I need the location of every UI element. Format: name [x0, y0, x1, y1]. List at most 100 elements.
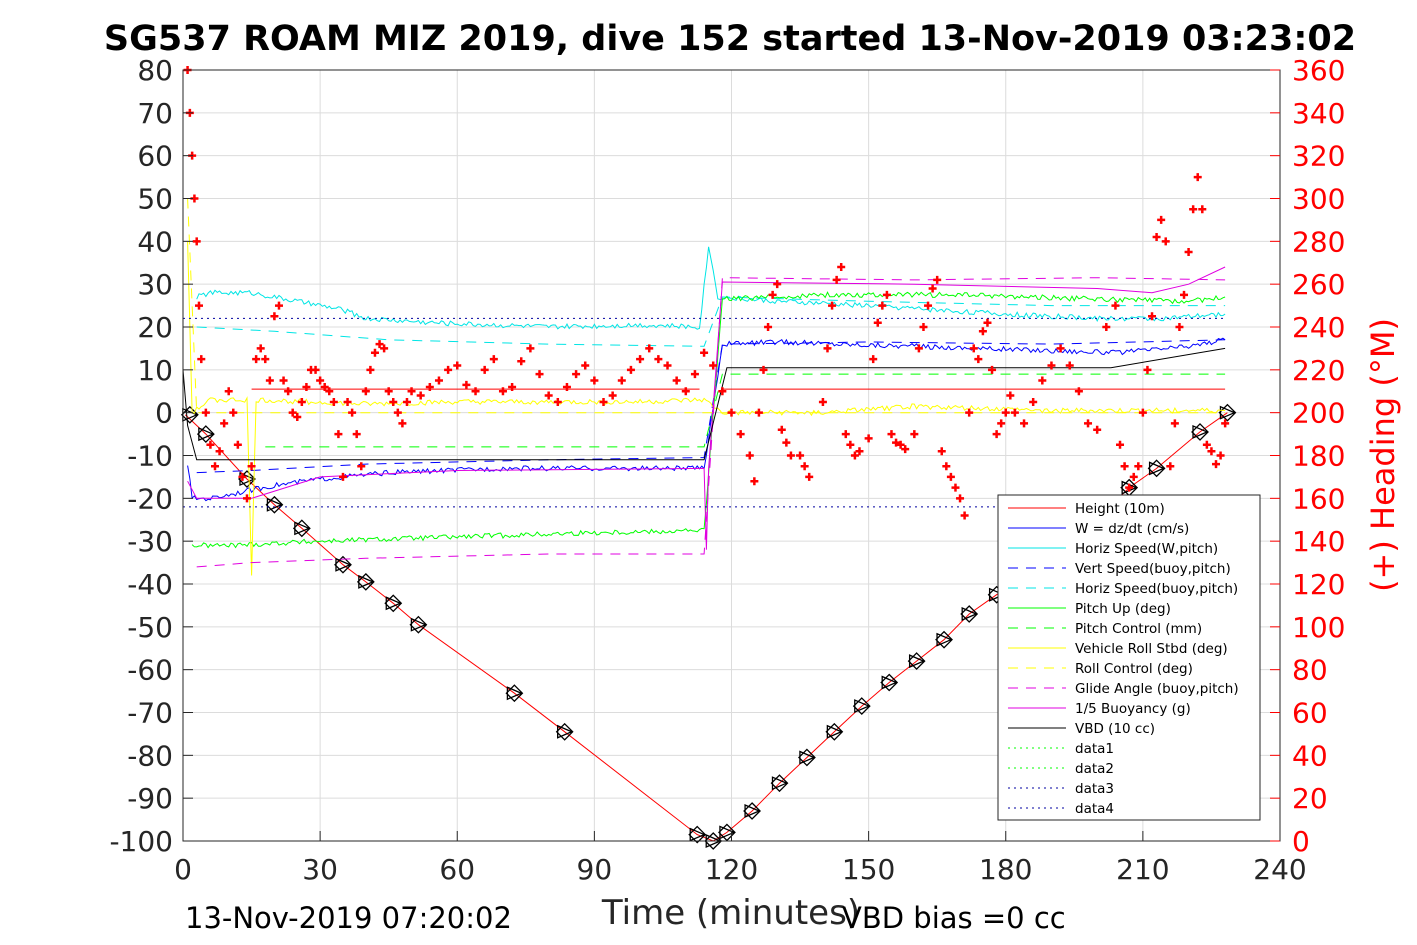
- heading-point: [942, 462, 951, 471]
- heading-point: [841, 430, 850, 439]
- heading-point: [750, 477, 759, 486]
- heading-point: [1193, 173, 1202, 182]
- heading-point: [937, 447, 946, 456]
- heading-point: [745, 451, 754, 460]
- heading-point: [224, 387, 233, 396]
- heading-point: [887, 430, 896, 439]
- heading-point: [946, 472, 955, 481]
- heading-point: [960, 511, 969, 520]
- left-tick-label: 10: [137, 354, 173, 387]
- legend-label: Vehicle Roll Stbd (deg): [1075, 641, 1228, 657]
- height-marker: [797, 748, 816, 767]
- heading-point: [1143, 365, 1152, 374]
- right-tick-label: 260: [1292, 268, 1345, 301]
- heading-point: [562, 382, 571, 391]
- heading-point: [924, 301, 933, 310]
- legend-label: data4: [1075, 801, 1114, 817]
- heading-point: [850, 451, 859, 460]
- legend-label: VBD (10 cc): [1075, 721, 1155, 737]
- heading-point: [279, 376, 288, 385]
- legend-label: Horiz Speed(W,pitch): [1075, 541, 1218, 557]
- height-marker: [960, 605, 979, 623]
- height-marker: [880, 673, 899, 692]
- legend-label: Vert Speed(buoy,pitch): [1075, 561, 1231, 577]
- left-axis: 80 70 60 50 40 30 20 10 0 -10 -20 -30 -40 -50 -60 -70 -8…: [109, 54, 193, 858]
- heading-point: [1074, 387, 1083, 396]
- left-tick-label: 20: [137, 311, 173, 344]
- heading-point: [782, 438, 791, 447]
- heading-point: [965, 408, 974, 417]
- right-tick-label: 160: [1292, 482, 1345, 515]
- legend-label: Roll Control (deg): [1075, 661, 1193, 677]
- heading-point: [348, 408, 357, 417]
- heading-point: [933, 275, 942, 284]
- heading-point: [398, 419, 407, 428]
- heading-point: [384, 387, 393, 396]
- left-tick-label: -50: [127, 611, 173, 644]
- heading-point: [928, 284, 937, 293]
- heading-point: [1102, 323, 1111, 331]
- heading-point: [247, 462, 256, 471]
- heading-point: [1093, 425, 1102, 434]
- heading-point: [590, 376, 599, 385]
- left-tick-label: -80: [127, 739, 173, 772]
- right-tick-label: 220: [1292, 354, 1345, 387]
- heading-point: [444, 365, 453, 374]
- heading-point: [786, 451, 795, 460]
- legend-label: Glide Angle (buoy,pitch): [1075, 681, 1239, 697]
- heading-point: [220, 419, 229, 428]
- heading-point: [1184, 248, 1193, 257]
- right-axis-label: (+) Heading (°M): [1364, 318, 1402, 592]
- heading-point: [654, 355, 663, 364]
- x-tick-label: 150: [842, 853, 895, 886]
- heading-point: [1029, 397, 1038, 406]
- heading-point: [416, 391, 425, 400]
- heading-point: [366, 365, 375, 374]
- legend-label: data1: [1075, 741, 1114, 757]
- heading-point: [215, 447, 224, 456]
- heading-point: [1198, 205, 1207, 214]
- heading-point: [869, 355, 878, 364]
- heading-point: [302, 382, 311, 391]
- right-tick-label: 240: [1292, 311, 1345, 344]
- heading-point: [663, 361, 672, 370]
- heading-point: [535, 370, 544, 379]
- heading-point: [992, 430, 1001, 439]
- heading-point: [210, 462, 219, 471]
- legend-label: data2: [1075, 761, 1114, 777]
- heading-point: [311, 365, 320, 374]
- left-tick-label: 30: [137, 268, 173, 301]
- heading-point: [1116, 440, 1125, 449]
- heading-point: [828, 301, 837, 310]
- left-tick-label: 50: [137, 183, 173, 216]
- left-tick-label: -10: [127, 440, 173, 473]
- heading-point: [329, 397, 338, 406]
- height-marker: [384, 594, 403, 613]
- height-marker: [409, 615, 428, 634]
- series-horiz-speed-buoy-pitch: [196, 296, 1226, 347]
- heading-point: [256, 344, 265, 353]
- heading-point: [1120, 462, 1129, 471]
- right-tick-label: 320: [1292, 140, 1345, 173]
- x-tick-label: 90: [577, 853, 613, 886]
- heading-point: [334, 430, 343, 439]
- heading-point: [1020, 419, 1029, 428]
- height-marker: [555, 722, 574, 741]
- heading-point: [1006, 391, 1015, 400]
- heading-point: [878, 301, 887, 310]
- legend-label: 1/5 Buoyancy (g): [1075, 701, 1191, 717]
- heading-point: [238, 472, 247, 481]
- series-1-5-buoyancy-g: [187, 266, 1226, 550]
- legend-label: Horiz Speed(buoy,pitch): [1075, 581, 1238, 597]
- heading-point: [270, 312, 279, 321]
- heading-point: [1207, 447, 1216, 456]
- height-marker: [688, 825, 707, 844]
- heading-point: [823, 344, 832, 353]
- height-marker: [334, 555, 352, 574]
- heading-point: [1212, 460, 1221, 469]
- heading-point: [832, 275, 841, 284]
- heading-point: [951, 483, 960, 492]
- legend: Height (10m) W = dz/dt (cm/s) Horiz Speed(…: [997, 494, 1261, 821]
- heading-point: [919, 323, 928, 331]
- heading-point: [805, 472, 814, 481]
